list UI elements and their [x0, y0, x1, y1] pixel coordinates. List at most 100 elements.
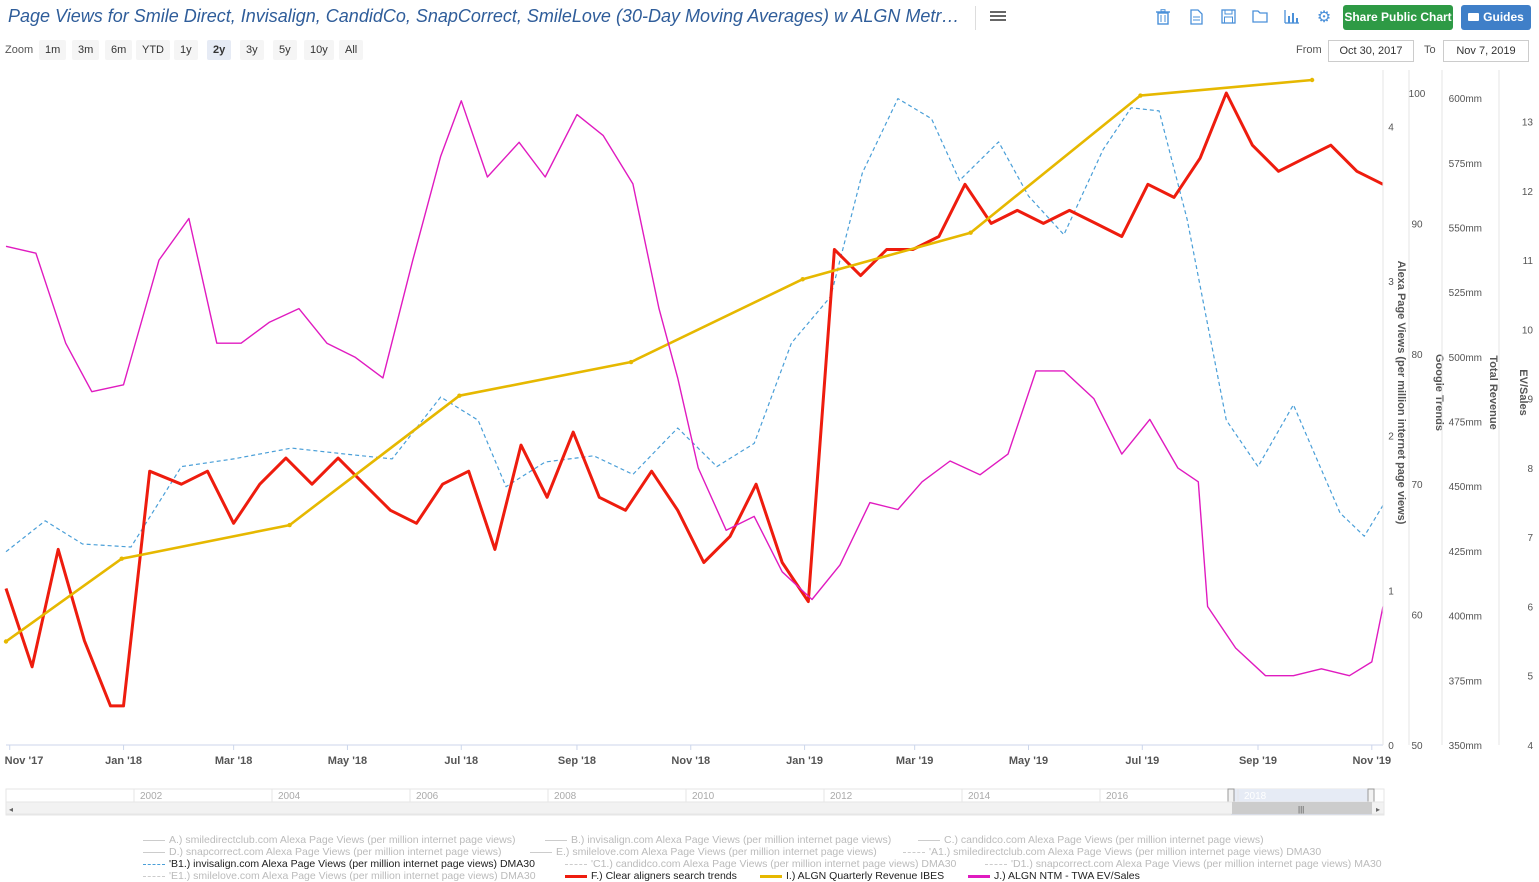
legend-label: D.) snapcorrect.com Alexa Page Views (pe…: [169, 846, 502, 858]
evsales-tick-label: 5: [1527, 672, 1533, 683]
evsales-tick-label: 6: [1527, 602, 1533, 613]
x-tick-label: Nov '18: [671, 755, 710, 767]
zoom-6m-button[interactable]: 6m: [105, 40, 133, 60]
trends-tick-label: 90: [1411, 219, 1423, 230]
x-axis: Nov '17 Jan '18 Mar '18 May '18 Jul '18 Sep '…: [5, 745, 1391, 767]
legend-item[interactable]: E.) smilelove.com Alexa Page Views (per …: [530, 846, 877, 858]
revenue-point: [800, 277, 805, 282]
evsales-tick-label: 12: [1522, 187, 1534, 198]
x-tick-label: Jan '19: [786, 755, 823, 767]
x-tick-label: Nov '19: [1352, 755, 1391, 767]
legend-swatch: [918, 839, 940, 841]
evsales-tick-label: 10: [1522, 325, 1534, 336]
trash-icon[interactable]: [1154, 9, 1172, 27]
evsales-tick-label: 11: [1523, 256, 1534, 267]
revenue-point: [628, 359, 634, 365]
legend-item[interactable]: F.) Clear aligners search trends: [565, 870, 737, 882]
zoom-1m-button[interactable]: 1m: [39, 40, 67, 60]
legend-item[interactable]: 'C1.) candidco.com Alexa Page Views (per…: [565, 858, 956, 870]
trends-tick-label: 50: [1411, 741, 1423, 752]
revenue-tick-label: 575mm: [1449, 159, 1482, 170]
revenue-point: [968, 230, 973, 235]
navigator-year-label: 2010: [692, 791, 715, 802]
zoom-2y-button[interactable]: 2y: [207, 40, 232, 60]
navigator-year-label: 2006: [416, 791, 439, 802]
x-tick-label: May '18: [328, 755, 367, 767]
guides-button[interactable]: Guides: [1461, 5, 1531, 30]
zoom-1y-button[interactable]: 1y: [174, 40, 198, 60]
navigator-year-label: 2004: [278, 791, 301, 802]
legend-swatch: [530, 851, 552, 853]
zoom-10y-button[interactable]: 10y: [304, 40, 334, 60]
zoom-3y-button[interactable]: 3y: [240, 40, 264, 60]
zoom-3m-button[interactable]: 3m: [72, 40, 100, 60]
legend-item[interactable]: 'D1.) snapcorrect.com Alexa Page Views (…: [985, 858, 1382, 870]
legend-swatch: [985, 863, 1007, 865]
zoom-label: Zoom: [5, 44, 34, 56]
legend-item[interactable]: 'E1.) smilelove.com Alexa Page Views (pe…: [143, 870, 536, 882]
alexa-axis-title: Alexa Page Views (per million internet p…: [1395, 261, 1407, 525]
from-label: From: [1296, 44, 1322, 56]
menu-icon[interactable]: [990, 9, 1006, 25]
legend-label: 'B1.) invisalign.com Alexa Page Views (p…: [169, 858, 535, 870]
series-line-revenue: [5, 78, 1313, 643]
legend-swatch: [143, 851, 165, 853]
legend-item[interactable]: I.) ALGN Quarterly Revenue IBES: [760, 870, 944, 882]
zoom-ytd-button[interactable]: YTD: [136, 40, 170, 60]
navigator-year-label: 2012: [830, 791, 853, 802]
legend-item[interactable]: 'B1.) invisalign.com Alexa Page Views (p…: [143, 858, 535, 870]
legend-label: I.) ALGN Quarterly Revenue IBES: [786, 870, 945, 882]
navigator-year-label: 2016: [1106, 791, 1129, 802]
x-tick-label: Sep '18: [558, 755, 596, 767]
navigator: 2002 2004 2006 2008 2010 2012 2014 2016 2018 ◂ ▸ ||…: [5, 788, 1385, 816]
zoom-5y-button[interactable]: 5y: [273, 40, 297, 60]
trends-tick-label: 100: [1409, 89, 1426, 100]
legend-item[interactable]: D.) snapcorrect.com Alexa Page Views (pe…: [143, 846, 501, 858]
legend-item[interactable]: 'A1.) smiledirectclub.com Alexa Page Vie…: [903, 846, 1321, 858]
folder-icon[interactable]: [1251, 9, 1269, 27]
document-icon[interactable]: [1187, 9, 1205, 27]
x-tick-label: Jan '18: [105, 755, 142, 767]
legend-item[interactable]: C.) candidco.com Alexa Page Views (per m…: [918, 834, 1264, 846]
to-date-input[interactable]: Nov 7, 2019: [1443, 40, 1529, 62]
to-label: To: [1424, 44, 1436, 56]
series-line-alexa: [5, 97, 1384, 553]
legend-swatch: [760, 874, 782, 878]
series-line-trends: [4, 91, 1384, 708]
chart-area[interactable]: Nov '17 Jan '18 Mar '18 May '18 Jul '18 Sep '…: [0, 0, 1539, 828]
legend-swatch: [545, 839, 567, 841]
x-tick-label: Sep '19: [1239, 755, 1277, 767]
video-icon: [1468, 12, 1480, 21]
trends-axis-title: Google Trends: [1433, 354, 1445, 431]
share-public-chart-button[interactable]: Share Public Chart: [1343, 5, 1453, 30]
legend-label: 'E1.) smilelove.com Alexa Page Views (pe…: [169, 870, 536, 882]
trends-tick-label: 60: [1411, 611, 1423, 622]
legend-item[interactable]: J.) ALGN NTM - TWA EV/Sales: [968, 870, 1140, 882]
save-icon[interactable]: [1219, 9, 1237, 27]
legend-label: E.) smilelove.com Alexa Page Views (per …: [556, 846, 877, 858]
legend-label: J.) ALGN NTM - TWA EV/Sales: [994, 870, 1140, 882]
chart-series: [3, 77, 1384, 708]
revenue-tick-label: 425mm: [1449, 547, 1482, 558]
gear-icon[interactable]: ⚙: [1316, 9, 1332, 26]
revenue-point: [1309, 77, 1315, 83]
legend-swatch: [968, 874, 990, 878]
navigator-handle-right: [1367, 788, 1375, 803]
navigator-year-label: 2018: [1244, 791, 1267, 802]
zoom-all-button[interactable]: All: [339, 40, 364, 60]
legend-swatch: [143, 875, 165, 877]
evsales-tick-label: 8: [1527, 464, 1533, 475]
evsales-tick-label: 4: [1527, 741, 1533, 752]
legend-label: 'D1.) snapcorrect.com Alexa Page Views (…: [1011, 858, 1382, 870]
revenue-tick-label: 600mm: [1449, 94, 1482, 105]
x-tick-label: Nov '17: [5, 755, 44, 767]
evsales-tick-label: 9: [1527, 395, 1533, 406]
trends-tick-label: 80: [1411, 350, 1423, 361]
legend-item[interactable]: A.) smiledirectclub.com Alexa Page Views…: [143, 834, 515, 846]
bar-chart-icon[interactable]: [1283, 9, 1301, 27]
legend-label: B.) invisalign.com Alexa Page Views (per…: [571, 834, 892, 846]
from-date-input[interactable]: Oct 30, 2017: [1328, 40, 1414, 62]
legend-item[interactable]: B.) invisalign.com Alexa Page Views (per…: [545, 834, 891, 846]
legend-label: C.) candidco.com Alexa Page Views (per m…: [944, 834, 1264, 846]
navigator-year-label: 2014: [968, 791, 991, 802]
